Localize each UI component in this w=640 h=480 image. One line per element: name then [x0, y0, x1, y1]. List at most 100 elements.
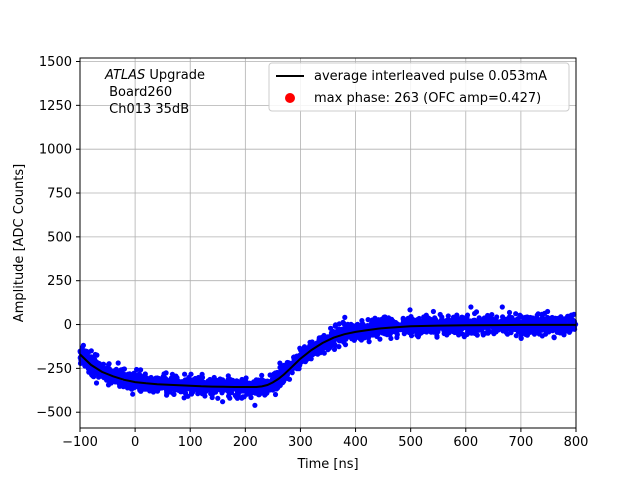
scatter-point: [193, 386, 199, 392]
annotation-line-3: Ch013 35dB: [105, 102, 189, 117]
scatter-point: [485, 330, 491, 336]
scatter-point: [224, 387, 230, 394]
average-pulse-line: [79, 323, 576, 388]
scatter-point: [131, 370, 137, 376]
scatter-point: [551, 334, 557, 340]
scatter-point: [544, 314, 551, 321]
scatter-point: [342, 314, 348, 320]
legend-marker-swatch: [285, 93, 295, 103]
y-tick-label: 1500: [39, 55, 72, 70]
scatter-point: [115, 360, 121, 366]
scatter-point: [335, 326, 341, 332]
scatter-point: [336, 344, 342, 350]
scatter-point: [355, 334, 361, 340]
scatter-point: [377, 336, 383, 342]
scatter-point: [434, 334, 440, 340]
scatter-point: [268, 385, 274, 391]
scatter-point: [341, 321, 347, 327]
scatter-point: [272, 391, 279, 398]
scatter-point: [472, 310, 478, 317]
scatter-point: [460, 331, 466, 337]
scatter-point: [458, 325, 464, 331]
scatter-point: [348, 321, 354, 327]
scatter-point: [301, 344, 308, 350]
y-tick-label: 1000: [39, 143, 72, 158]
scatter-point: [281, 362, 287, 368]
legend-entry-average-pulse: average interleaved pulse 0.053mA: [314, 69, 547, 84]
scatter-point: [415, 320, 421, 326]
scatter-point: [220, 399, 226, 405]
scatter-point: [351, 325, 358, 331]
scatter-point: [256, 392, 262, 398]
scatter-point: [407, 307, 413, 313]
scatter-point: [277, 382, 283, 388]
scatter-point: [170, 378, 176, 384]
scatter-point: [130, 391, 136, 397]
y-tick-label: 250: [47, 274, 72, 289]
scatter-point: [425, 326, 431, 332]
scatter-point: [138, 367, 144, 373]
plot-area: [80, 58, 576, 428]
scatter-point: [454, 312, 460, 318]
scatter-point: [549, 314, 555, 321]
scatter-point: [94, 352, 100, 358]
legend: average interleaved pulse 0.053mA max ph…: [268, 62, 570, 112]
scatter-point: [513, 333, 519, 339]
scatter-point: [134, 366, 140, 373]
scatter-point: [215, 395, 221, 401]
y-axis-label: Amplitude [ADC Counts]: [12, 164, 27, 322]
x-tick-label: −100: [62, 435, 98, 450]
scatter-point: [423, 312, 429, 318]
scatter-point: [547, 325, 553, 331]
scatter-point: [479, 325, 485, 331]
scatter-point: [434, 329, 440, 335]
scatter-point: [522, 319, 528, 326]
scatter-point: [414, 327, 420, 333]
scatter-point: [456, 332, 462, 338]
x-tick-label: 100: [178, 435, 203, 450]
scatter-point: [430, 308, 436, 315]
scatter-point: [364, 323, 371, 329]
scatter-point: [535, 311, 541, 317]
scatter-point: [85, 365, 91, 372]
scatter-point: [234, 388, 240, 394]
scatter-point: [429, 319, 435, 325]
x-tick-label: 300: [288, 435, 313, 450]
scatter-point: [406, 329, 412, 336]
scatter-point: [379, 321, 385, 327]
scatter-point: [289, 360, 295, 366]
scatter-point: [388, 335, 394, 341]
scatter-point: [542, 326, 549, 332]
scatter-point: [569, 316, 576, 322]
scatter-point: [228, 390, 235, 396]
scatter-point: [465, 319, 471, 325]
scatter-point: [464, 312, 471, 318]
scatter-point: [520, 315, 527, 321]
scatter-point: [459, 314, 465, 320]
scatter-point: [522, 331, 528, 337]
scatter-point: [141, 373, 148, 379]
scatter-point: [336, 321, 342, 327]
scatter-point: [375, 329, 381, 335]
scatter-point: [366, 339, 372, 345]
scatter-point: [277, 360, 283, 366]
annotation: ATLAS Upgrade Board260 Ch013 35dB: [104, 68, 205, 117]
scatter-point: [298, 347, 304, 353]
scatter-point: [171, 391, 177, 397]
scatter-point: [385, 329, 391, 335]
scatter-point: [88, 357, 94, 363]
x-tick-label: 200: [233, 435, 258, 450]
scatter-point: [535, 325, 541, 331]
y-tick-label: −250: [36, 362, 72, 377]
scatter-point: [321, 350, 327, 356]
scatter-point: [539, 333, 545, 339]
scatter-point: [254, 379, 261, 385]
scatter-point: [530, 315, 536, 321]
scatter-point: [189, 391, 195, 397]
scatter-point: [570, 325, 576, 331]
scatter-point: [137, 383, 143, 389]
scatter-point: [562, 318, 568, 324]
scatter-point: [390, 328, 397, 334]
scatter-point: [225, 373, 231, 379]
